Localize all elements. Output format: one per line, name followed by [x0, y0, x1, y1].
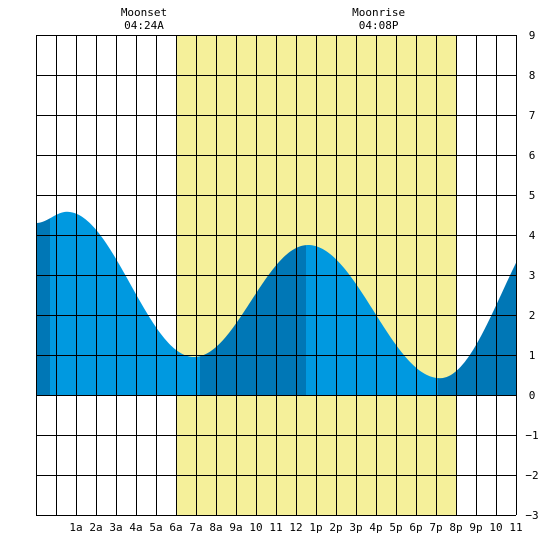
y-tick-label: −1 — [525, 429, 538, 442]
x-tick-label: 12 — [289, 521, 302, 534]
x-tick-label: 6p — [409, 521, 422, 534]
x-tick-label: 3p — [349, 521, 362, 534]
y-tick-label: 6 — [529, 149, 536, 162]
y-tick-label: 1 — [529, 349, 536, 362]
x-tick-label: 9a — [229, 521, 242, 534]
x-tick-label: 7p — [429, 521, 442, 534]
y-tick-label: 0 — [529, 389, 536, 402]
tide-area-segment-3 — [200, 245, 306, 395]
x-tick-label: 4a — [129, 521, 142, 534]
moon-event-label: Moonrise — [352, 6, 405, 19]
x-tick-label: 10 — [249, 521, 262, 534]
x-tick-label: 9p — [469, 521, 482, 534]
x-tick-label: 5a — [149, 521, 162, 534]
y-tick-label: 4 — [529, 229, 536, 242]
x-tick-label: 2p — [329, 521, 342, 534]
moon-event-label: Moonset — [121, 6, 167, 19]
x-tick-label: 2a — [89, 521, 102, 534]
y-tick-label: 5 — [529, 189, 536, 202]
x-tick-label: 11 — [509, 521, 522, 534]
x-tick-label: 8a — [209, 521, 222, 534]
tide-area-segment-1 — [36, 218, 50, 395]
x-tick-label: 4p — [369, 521, 382, 534]
tide-area-segment-2 — [50, 211, 200, 395]
y-tick-label: −3 — [525, 509, 538, 522]
x-tick-label: 1p — [309, 521, 322, 534]
x-tick-label: 1a — [69, 521, 82, 534]
x-tick-label: 7a — [189, 521, 202, 534]
moon-event-time: 04:24A — [124, 19, 164, 32]
y-tick-label: 9 — [529, 29, 536, 42]
y-tick-label: 8 — [529, 69, 536, 82]
x-tick-label: 6a — [169, 521, 182, 534]
x-tick-label: 5p — [389, 521, 402, 534]
tide-area-segment-4 — [306, 245, 438, 395]
y-tick-label: 3 — [529, 269, 536, 282]
x-tick-label: 8p — [449, 521, 462, 534]
grid-layer — [36, 35, 517, 516]
y-tick-label: 7 — [529, 109, 536, 122]
moon-event-time: 04:08P — [359, 19, 399, 32]
x-tick-label: 11 — [269, 521, 282, 534]
x-tick-label: 3a — [109, 521, 122, 534]
y-tick-label: 2 — [529, 309, 536, 322]
y-tick-label: −2 — [525, 469, 538, 482]
x-tick-label: 10 — [489, 521, 502, 534]
